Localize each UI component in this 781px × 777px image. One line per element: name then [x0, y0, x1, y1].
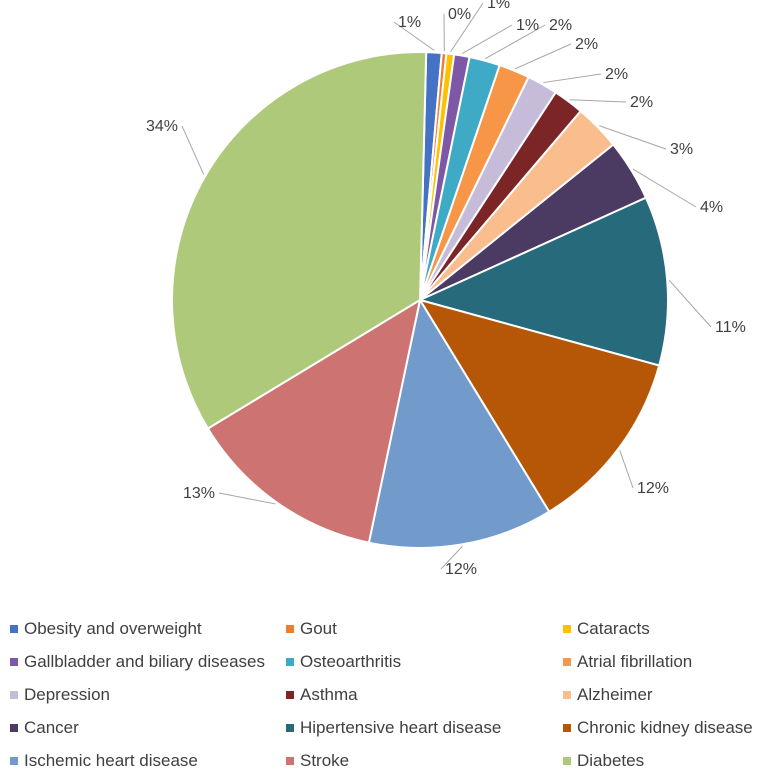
legend-swatch — [10, 757, 18, 765]
data-label: 3% — [670, 141, 693, 158]
data-label: 2% — [630, 94, 653, 111]
legend-swatch — [563, 724, 571, 732]
legend-item: Alzheimer — [563, 678, 653, 711]
data-label: 4% — [700, 199, 723, 216]
legend-item: Ischemic heart disease — [10, 744, 198, 777]
legend-swatch — [286, 691, 294, 699]
data-label: 2% — [575, 36, 598, 53]
legend-swatch — [10, 625, 18, 633]
legend-swatch — [286, 625, 294, 633]
data-label: 11% — [715, 319, 746, 336]
legend-swatch — [286, 658, 294, 666]
pie-slices — [172, 52, 668, 548]
legend-item: Chronic kidney disease — [563, 711, 753, 744]
legend-item: Gallbladder and biliary diseases — [10, 645, 265, 678]
legend-label: Stroke — [300, 751, 349, 771]
legend-label: Osteoarthritis — [300, 652, 401, 672]
legend-item: Gout — [286, 612, 337, 645]
legend-label: Chronic kidney disease — [577, 718, 753, 738]
legend-label: Diabetes — [577, 751, 644, 771]
data-label: 13% — [183, 485, 215, 502]
legend-item: Cataracts — [563, 612, 650, 645]
legend-item: Asthma — [286, 678, 358, 711]
legend-label: Cancer — [24, 718, 79, 738]
leader-line — [182, 126, 204, 175]
leader-line — [669, 280, 711, 327]
legend-label: Hipertensive heart disease — [300, 718, 501, 738]
legend-swatch — [10, 724, 18, 732]
legend-swatch — [10, 691, 18, 699]
legend-swatch — [10, 658, 18, 666]
legend-item: Atrial fibrillation — [563, 645, 692, 678]
legend-swatch — [563, 625, 571, 633]
pie-chart: 1%0%1%1%2%2%2%2%3%4%11%12%12%13%34% — [0, 0, 781, 600]
leader-line — [620, 450, 633, 488]
legend-label: Cataracts — [577, 619, 650, 639]
legend-item: Cancer — [10, 711, 79, 744]
data-label: 12% — [637, 480, 669, 497]
legend-swatch — [563, 658, 571, 666]
legend-swatch — [286, 757, 294, 765]
legend-label: Depression — [24, 685, 110, 705]
data-label: 1% — [487, 0, 510, 12]
legend-label: Gout — [300, 619, 337, 639]
legend-swatch — [563, 757, 571, 765]
data-label: 1% — [398, 14, 421, 31]
leader-line — [515, 44, 571, 69]
legend-label: Alzheimer — [577, 685, 653, 705]
data-label: 12% — [445, 561, 477, 578]
leader-line — [462, 25, 512, 54]
legend-label: Obesity and overweight — [24, 619, 202, 639]
data-label: 1% — [516, 17, 539, 34]
legend-label: Asthma — [300, 685, 358, 705]
legend-label: Ischemic heart disease — [24, 751, 198, 771]
legend-label: Atrial fibrillation — [577, 652, 692, 672]
legend-swatch — [286, 724, 294, 732]
legend-item: Depression — [10, 678, 110, 711]
legend-item: Stroke — [286, 744, 349, 777]
data-label: 0% — [448, 6, 471, 23]
legend-swatch — [563, 691, 571, 699]
legend-item: Obesity and overweight — [10, 612, 202, 645]
leader-line — [543, 74, 601, 83]
legend-item: Osteoarthritis — [286, 645, 401, 678]
data-label: 2% — [605, 66, 628, 83]
legend-label: Gallbladder and biliary diseases — [24, 652, 265, 672]
legend-item: Hipertensive heart disease — [286, 711, 501, 744]
data-label: 2% — [549, 17, 572, 34]
leader-line — [570, 100, 626, 102]
legend-item: Diabetes — [563, 744, 644, 777]
data-label: 34% — [146, 118, 178, 135]
